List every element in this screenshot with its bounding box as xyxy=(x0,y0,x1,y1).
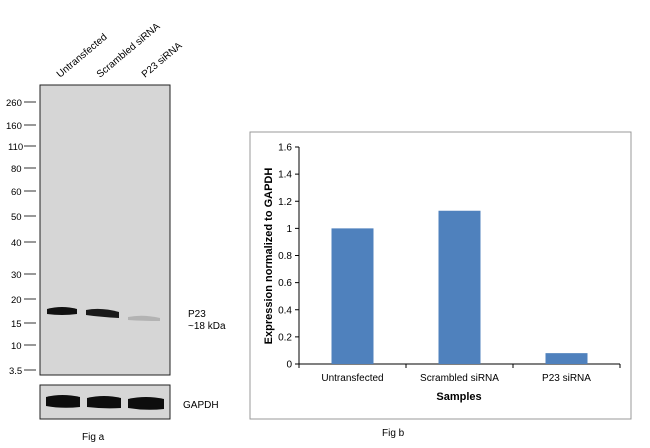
p23-band-scrambled xyxy=(86,308,119,318)
y-tick-label: 1.4 xyxy=(278,170,292,181)
mw-label-60: 60 xyxy=(11,187,22,198)
y-tick-label: 0.2 xyxy=(278,332,292,343)
mw-label-10: 10 xyxy=(11,341,22,352)
y-tick-label: 0 xyxy=(286,360,292,371)
mw-label-40: 40 xyxy=(11,238,22,249)
y-axis-title: Expression normalized to GAPDH xyxy=(263,168,275,345)
x-tick-label: Scrambled siRNA xyxy=(420,373,499,384)
mw-label-3-5: 3.5 xyxy=(9,366,22,377)
x-tick-label: P23 siRNA xyxy=(542,373,591,384)
gapdh-band-untransfected xyxy=(46,395,80,408)
band-label-p23: P23 xyxy=(188,309,206,320)
mw-label-15: 15 xyxy=(11,319,22,330)
bar-untransfected xyxy=(331,228,374,364)
mw-label-110: 110 xyxy=(8,142,23,153)
x-tick-label: Untransfected xyxy=(321,373,383,384)
lane-label-p23-sirna: P23 siRNA xyxy=(140,40,185,80)
x-axis-ticks: Untransfected Scrambled siRNA P23 siRNA xyxy=(298,364,621,384)
bar-chart-panel: 0 0.2 0.4 0.6 0.8 1 1.2 1.4 1.6 Untransfected Scr… xyxy=(249,131,632,420)
gapdh-label: GAPDH xyxy=(183,400,219,411)
mw-label-50: 50 xyxy=(11,212,22,223)
bar-p23-sirna xyxy=(545,353,588,364)
band-label-size: ~18 kDa xyxy=(188,321,226,332)
p23-band-p23-sirna xyxy=(128,315,160,321)
y-tick-label: 0.6 xyxy=(278,278,292,289)
mw-label-160: 160 xyxy=(6,121,22,132)
mw-label-80: 80 xyxy=(11,164,22,175)
y-tick-label: 1.2 xyxy=(278,197,292,208)
mw-label-260: 260 xyxy=(6,98,22,109)
blot-membrane xyxy=(39,84,171,376)
gapdh-band-p23-sirna xyxy=(128,397,164,410)
y-axis-ticks: 0 0.2 0.4 0.6 0.8 1 1.2 1.4 1.6 xyxy=(278,143,299,371)
y-tick-label: 1.6 xyxy=(278,143,292,154)
mw-label-30: 30 xyxy=(11,270,22,281)
p23-bands xyxy=(47,307,160,321)
p23-band-untransfected xyxy=(47,307,77,315)
gapdh-band-scrambled xyxy=(87,396,121,409)
x-axis-title: Samples xyxy=(436,391,481,403)
gapdh-bands xyxy=(46,395,164,410)
y-tick-label: 0.4 xyxy=(278,305,292,316)
figure-caption-a: Fig a xyxy=(82,432,105,443)
bars-group xyxy=(331,210,588,364)
y-tick-label: 0.8 xyxy=(278,251,292,262)
western-blot-panel: Untransfected Scrambled siRNA P23 siRNA … xyxy=(6,21,226,443)
y-tick-label: 1 xyxy=(286,224,292,235)
mw-marker-ladder: 260 160 110 80 60 50 40 30 20 15 10 3.5 xyxy=(6,98,36,377)
figure-caption-b: Fig b xyxy=(382,428,405,439)
bar-scrambled-sirna xyxy=(438,210,481,364)
mw-label-20: 20 xyxy=(11,295,22,306)
